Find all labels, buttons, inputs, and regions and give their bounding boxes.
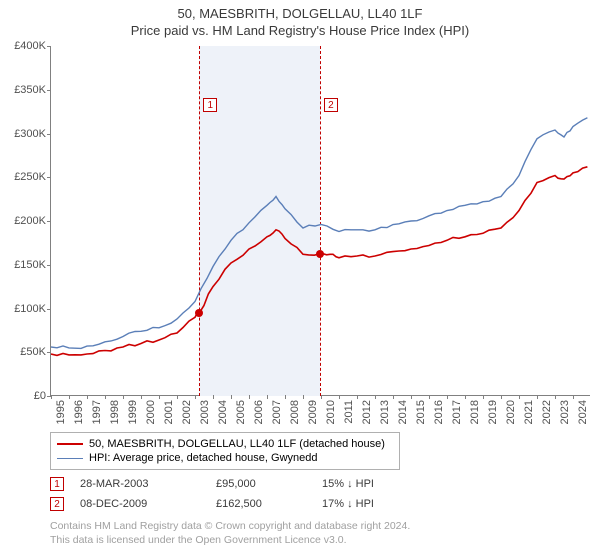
sales-price: £95,000 bbox=[216, 478, 306, 490]
x-tick-label: 1996 bbox=[73, 400, 85, 424]
x-tick-label: 2009 bbox=[307, 400, 319, 424]
sales-badge: 1 bbox=[50, 477, 64, 491]
x-tick-label: 2013 bbox=[379, 400, 391, 424]
sales-date: 08-DEC-2009 bbox=[80, 498, 200, 510]
x-tick-label: 2022 bbox=[541, 400, 553, 424]
sale-point-marker bbox=[195, 309, 203, 317]
legend-item: 50, MAESBRITH, DOLGELLAU, LL40 1LF (deta… bbox=[57, 437, 393, 451]
x-tick-label: 1995 bbox=[55, 400, 67, 424]
x-tick-label: 2003 bbox=[199, 400, 211, 424]
sales-diff: 17% ↓ HPI bbox=[322, 498, 412, 510]
sales-row: 2 08-DEC-2009 £162,500 17% ↓ HPI bbox=[50, 494, 550, 514]
x-tick-label: 2016 bbox=[433, 400, 445, 424]
x-tick-label: 2004 bbox=[217, 400, 229, 424]
legend-label: HPI: Average price, detached house, Gwyn… bbox=[89, 452, 318, 464]
y-tick-label: £200K bbox=[14, 215, 46, 227]
x-tick-label: 2019 bbox=[487, 400, 499, 424]
y-tick-label: £50K bbox=[20, 346, 46, 358]
y-tick-label: £100K bbox=[14, 303, 46, 315]
x-tick-label: 2015 bbox=[415, 400, 427, 424]
x-tick-label: 2008 bbox=[289, 400, 301, 424]
x-tick-label: 2001 bbox=[163, 400, 175, 424]
legend-swatch bbox=[57, 458, 83, 459]
x-tick-label: 2002 bbox=[181, 400, 193, 424]
chart-svg bbox=[51, 46, 591, 396]
footer-line: This data is licensed under the Open Gov… bbox=[50, 534, 410, 548]
x-tick-label: 2020 bbox=[505, 400, 517, 424]
chart-footer: Contains HM Land Registry data © Crown c… bbox=[50, 520, 410, 547]
y-tick-label: £300K bbox=[14, 128, 46, 140]
sale-point-marker bbox=[316, 250, 324, 258]
sales-table: 1 28-MAR-2003 £95,000 15% ↓ HPI 2 08-DEC-2009… bbox=[50, 474, 550, 514]
x-tick-label: 2005 bbox=[235, 400, 247, 424]
y-tick-label: £150K bbox=[14, 259, 46, 271]
x-tick-label: 1997 bbox=[91, 400, 103, 424]
chart-title: 50, MAESBRITH, DOLGELLAU, LL40 1LF bbox=[0, 6, 600, 21]
x-tick-label: 2006 bbox=[253, 400, 265, 424]
x-tick-label: 2011 bbox=[343, 400, 355, 424]
sales-date: 28-MAR-2003 bbox=[80, 478, 200, 490]
x-tick-label: 2007 bbox=[271, 400, 283, 424]
chart-plot-area: £0£50K£100K£150K£200K£250K£300K£350K£400… bbox=[50, 46, 590, 396]
sales-row: 1 28-MAR-2003 £95,000 15% ↓ HPI bbox=[50, 474, 550, 494]
series-line bbox=[51, 118, 587, 349]
sales-diff: 15% ↓ HPI bbox=[322, 478, 412, 490]
x-tick-label: 2000 bbox=[145, 400, 157, 424]
x-tick-label: 2017 bbox=[451, 400, 463, 424]
x-tick-label: 2023 bbox=[559, 400, 571, 424]
footer-line: Contains HM Land Registry data © Crown c… bbox=[50, 520, 410, 534]
y-tick-label: £350K bbox=[14, 84, 46, 96]
x-tick-label: 2018 bbox=[469, 400, 481, 424]
legend-item: HPI: Average price, detached house, Gwyn… bbox=[57, 451, 393, 465]
y-tick-label: £0 bbox=[34, 390, 46, 402]
sales-badge: 2 bbox=[50, 497, 64, 511]
sales-price: £162,500 bbox=[216, 498, 306, 510]
x-tick-label: 2021 bbox=[523, 400, 535, 424]
x-tick-label: 1998 bbox=[109, 400, 121, 424]
chart-subtitle: Price paid vs. HM Land Registry's House … bbox=[0, 23, 600, 38]
x-tick-label: 2024 bbox=[577, 400, 589, 424]
x-tick-label: 2014 bbox=[397, 400, 409, 424]
series-line bbox=[51, 167, 587, 356]
y-tick-label: £400K bbox=[14, 40, 46, 52]
x-tick-label: 2010 bbox=[325, 400, 337, 424]
x-tick-label: 1999 bbox=[127, 400, 139, 424]
x-tick-label: 2012 bbox=[361, 400, 373, 424]
legend-label: 50, MAESBRITH, DOLGELLAU, LL40 1LF (deta… bbox=[89, 438, 385, 450]
chart-legend: 50, MAESBRITH, DOLGELLAU, LL40 1LF (deta… bbox=[50, 432, 400, 470]
legend-swatch bbox=[57, 443, 83, 445]
y-tick-label: £250K bbox=[14, 171, 46, 183]
